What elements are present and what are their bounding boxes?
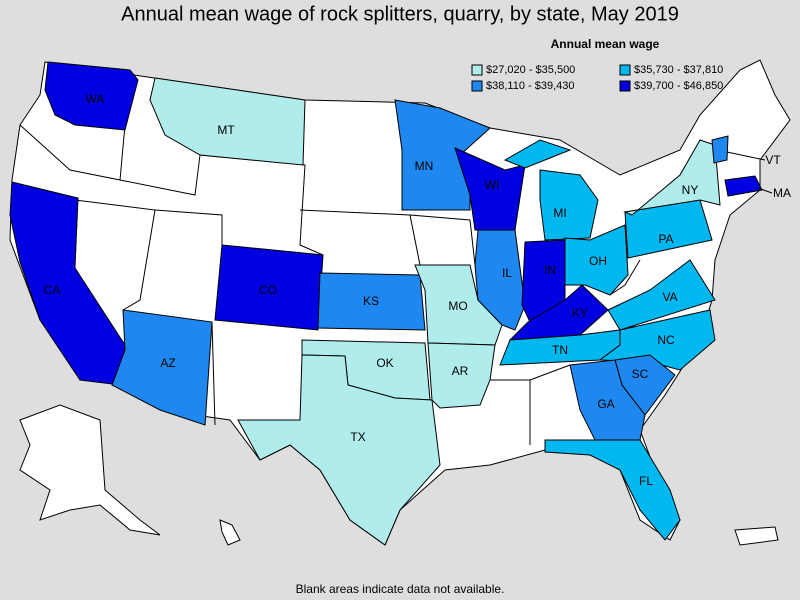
state-label: PA — [658, 232, 673, 246]
state-label: CO — [259, 283, 277, 297]
legend-title: Annual mean wage — [551, 37, 660, 51]
footnote: Blank areas indicate data not available. — [296, 582, 505, 596]
state-region — [111, 309, 213, 426]
map-title: Annual mean wage of rock splitters, quar… — [121, 3, 679, 25]
leader-line — [757, 187, 773, 194]
state-label: NY — [682, 183, 699, 197]
state-region — [9, 181, 126, 386]
puerto-rico — [734, 526, 779, 546]
state-label: VA — [662, 290, 677, 304]
legend-swatch — [471, 80, 483, 92]
state-region — [317, 272, 426, 331]
state-label: TN — [552, 343, 568, 357]
state-label: MO — [448, 299, 467, 313]
state-region — [503, 139, 572, 169]
state-label: MA — [773, 186, 791, 200]
alaska — [19, 404, 161, 536]
state-label: MI — [553, 206, 566, 220]
state-label: MN — [415, 159, 434, 173]
state-label: IL — [502, 266, 512, 280]
state-label: TX — [350, 430, 365, 444]
state-region — [474, 229, 526, 331]
state-label: KY — [572, 306, 588, 320]
state-region — [724, 175, 763, 197]
leader-line — [726, 151, 766, 161]
state-label: WA — [86, 92, 105, 106]
state-label: OK — [376, 356, 393, 370]
state-label: KS — [363, 294, 379, 308]
state-region — [214, 244, 324, 331]
legend-swatch — [619, 80, 631, 92]
legend-label: $35,730 - $37,810 — [634, 64, 723, 76]
state-region — [711, 135, 729, 164]
state-region — [607, 259, 716, 331]
hawaii — [219, 519, 241, 546]
legend-label: $38,110 - $39,430 — [486, 80, 574, 92]
state-region — [544, 439, 681, 541]
state-region — [414, 264, 503, 346]
state-region — [237, 354, 441, 546]
state-region — [539, 169, 599, 241]
state-region — [623, 139, 721, 216]
state-region — [564, 224, 629, 296]
state-label: CA — [44, 283, 61, 297]
state-label: SC — [632, 367, 649, 381]
state-region — [44, 61, 139, 131]
state-label: AZ — [160, 356, 175, 370]
state-label: MT — [217, 123, 235, 137]
state-region — [569, 359, 646, 441]
state-label: NC — [657, 333, 675, 347]
state-label: VT — [765, 153, 781, 167]
legend-label: $39,700 - $46,850 — [634, 80, 723, 92]
blank-borders — [19, 69, 641, 445]
state-region — [427, 342, 496, 409]
legend-swatch — [619, 64, 631, 76]
states — [9, 61, 763, 546]
state-label: IN — [544, 263, 556, 277]
state-label: FL — [639, 474, 653, 488]
legend-swatch — [471, 64, 483, 76]
state-label: WI — [485, 178, 500, 192]
state-label: AR — [452, 364, 469, 378]
state-label: GA — [597, 397, 614, 411]
state-region — [149, 77, 306, 166]
legend-label: $27,020 - $35,500 — [486, 64, 575, 76]
state-labels: WA CA MT CO AZ KS OK TX MO AR MN WI IL I… — [44, 92, 791, 488]
legend: $27,020 - $35,500 $35,730 - $37,810 $38,11… — [471, 64, 723, 92]
state-label: OH — [589, 254, 607, 268]
